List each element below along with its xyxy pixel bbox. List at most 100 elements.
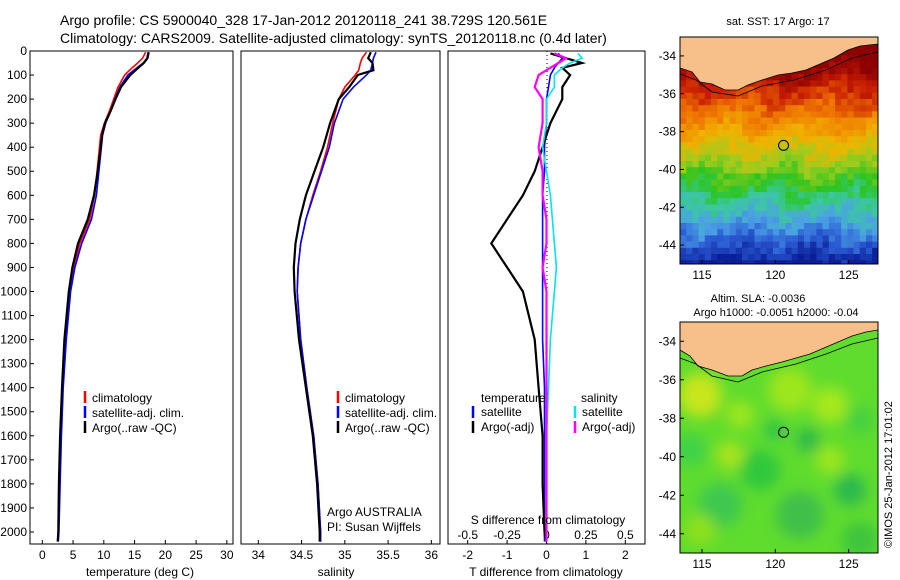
sst-cell bbox=[773, 198, 780, 205]
sst-cell bbox=[773, 92, 780, 100]
sst-cell bbox=[735, 247, 743, 255]
sst-cell bbox=[766, 179, 774, 187]
sst-cell bbox=[804, 111, 811, 118]
sst-cell bbox=[859, 204, 867, 211]
sst-cell bbox=[804, 235, 811, 242]
temperature-axis-tick-label: 15 bbox=[128, 548, 142, 562]
sst-cell bbox=[878, 248, 885, 255]
sst-cell bbox=[723, 99, 730, 106]
sst-cell bbox=[692, 117, 699, 125]
sst-cell bbox=[872, 105, 878, 112]
sst-cell bbox=[853, 229, 861, 236]
sst-cell bbox=[785, 111, 792, 118]
sst-cell bbox=[723, 92, 730, 100]
sst-cell bbox=[742, 223, 749, 230]
sst-cell bbox=[878, 217, 885, 224]
sst-cell bbox=[828, 167, 836, 174]
sst-cell bbox=[680, 86, 687, 94]
sst-cell bbox=[859, 117, 867, 125]
sst-cell bbox=[773, 179, 780, 187]
sst-cell bbox=[822, 192, 830, 199]
sst-cell bbox=[853, 210, 861, 218]
sst-cell bbox=[760, 130, 768, 137]
sst-cell bbox=[810, 86, 817, 94]
sst-cell bbox=[754, 198, 761, 205]
sst-cell bbox=[822, 68, 830, 75]
sst-cell bbox=[760, 80, 768, 87]
sst-cell bbox=[791, 229, 799, 236]
sst-cell bbox=[797, 130, 805, 137]
sst-cell bbox=[841, 61, 848, 69]
sst-cell bbox=[704, 130, 712, 137]
sst-cell bbox=[841, 154, 848, 162]
sst-cell bbox=[742, 192, 749, 199]
sst-cell bbox=[828, 254, 836, 261]
sst-cell bbox=[692, 105, 699, 112]
sst-cell bbox=[810, 92, 817, 100]
sst-cell bbox=[692, 142, 699, 149]
sst-cell bbox=[717, 210, 724, 218]
sst-cell bbox=[847, 198, 854, 205]
sst-cell bbox=[773, 192, 780, 199]
sst-cell bbox=[816, 223, 823, 230]
sst-cell bbox=[791, 92, 799, 100]
sst-cell bbox=[692, 247, 699, 255]
sst-cell bbox=[735, 216, 743, 224]
sst-cell bbox=[735, 142, 743, 149]
sst-cell bbox=[711, 161, 718, 168]
sst-cell bbox=[841, 173, 848, 180]
sst-cell bbox=[785, 92, 792, 100]
sst-cell bbox=[878, 80, 885, 87]
series-line-temperature-argo-adj- bbox=[489, 52, 587, 542]
sst-cell bbox=[717, 167, 724, 174]
sst-cell bbox=[847, 241, 854, 249]
sst-cell bbox=[711, 260, 718, 264]
sst-cell bbox=[723, 185, 730, 193]
sst-cell bbox=[847, 161, 854, 168]
sst-cell bbox=[760, 123, 768, 131]
sst-cell bbox=[866, 105, 873, 112]
sst-cell bbox=[742, 161, 749, 168]
sst-cell bbox=[853, 49, 861, 56]
sst-cell bbox=[804, 247, 811, 255]
sst-cell bbox=[723, 105, 730, 112]
sst-cell bbox=[686, 260, 693, 264]
sla-argo-position-marker bbox=[778, 426, 790, 438]
sst-cell bbox=[692, 154, 699, 162]
sst-cell bbox=[680, 192, 687, 199]
sst-cell bbox=[754, 223, 761, 230]
sst-cell bbox=[847, 92, 854, 100]
sst-cell bbox=[804, 80, 811, 87]
sst-cell bbox=[866, 111, 873, 118]
depth-tick-label: 1100 bbox=[1, 309, 27, 323]
sst-cell bbox=[841, 130, 848, 137]
sst-map-y-tick-label: -38 bbox=[659, 125, 677, 139]
sst-cell bbox=[872, 235, 878, 242]
sst-cell bbox=[680, 247, 687, 255]
sst-cell bbox=[686, 130, 693, 137]
sst-cell bbox=[692, 99, 699, 106]
sst-map-x-tick-label: 115 bbox=[692, 268, 711, 282]
sst-cell bbox=[853, 241, 861, 249]
sst-cell bbox=[853, 136, 861, 143]
sst-cell bbox=[810, 167, 817, 174]
sst-cell bbox=[723, 111, 730, 118]
sst-cell bbox=[704, 86, 712, 94]
sst-cell bbox=[859, 254, 867, 261]
sst-cell bbox=[866, 74, 873, 81]
sst-cell bbox=[828, 241, 836, 249]
sst-cell bbox=[859, 61, 867, 69]
sst-cell bbox=[847, 185, 854, 193]
sst-cell bbox=[835, 117, 842, 125]
sst-cell bbox=[766, 185, 774, 193]
sst-cell bbox=[822, 123, 830, 131]
sst-cell bbox=[853, 161, 861, 168]
sst-cell bbox=[816, 130, 823, 137]
sst-cell bbox=[804, 130, 811, 137]
sst-cell bbox=[698, 117, 706, 125]
sst-cell bbox=[872, 216, 878, 224]
sst-cell bbox=[810, 123, 817, 131]
legend-label: climatology bbox=[345, 391, 405, 405]
sst-cell bbox=[723, 229, 730, 236]
depth-tick-label: 600 bbox=[7, 188, 27, 202]
